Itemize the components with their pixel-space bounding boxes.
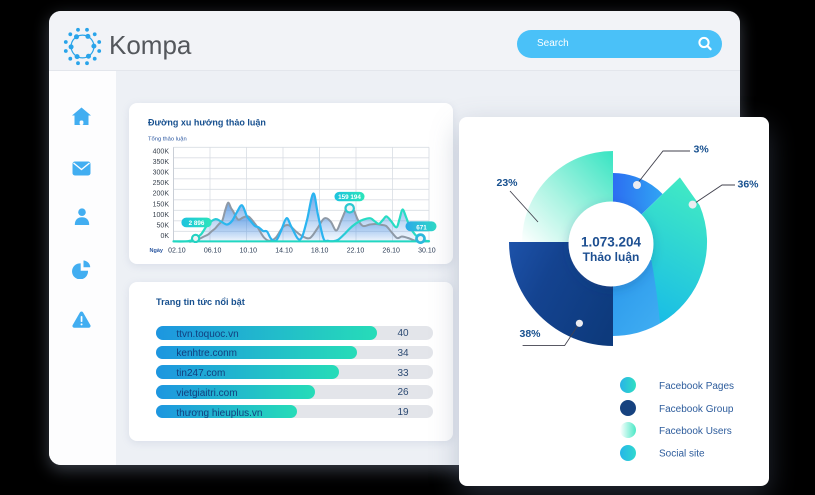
svg-text:3%: 3% (694, 144, 710, 156)
svg-text:1.073.204: 1.073.204 (581, 234, 642, 249)
svg-text:Social site: Social site (659, 449, 705, 460)
svg-text:Đường xu hướng thảo luận: Đường xu hướng thảo luận (148, 118, 266, 128)
svg-text:22.10: 22.10 (347, 247, 365, 254)
svg-text:400K: 400K (153, 148, 170, 155)
svg-text:Thảo luận: Thảo luận (583, 250, 640, 264)
svg-text:300K: 300K (153, 170, 170, 177)
svg-text:671: 671 (416, 225, 427, 232)
svg-text:Facebook Group: Facebook Group (659, 404, 734, 415)
svg-text:250K: 250K (153, 180, 170, 187)
svg-text:Kompa: Kompa (109, 30, 192, 60)
svg-text:Ngày: Ngày (150, 248, 164, 254)
svg-text:100K: 100K (153, 212, 170, 219)
svg-text:Tổng thảo luận: Tổng thảo luận (148, 136, 187, 143)
svg-text:50K: 50K (157, 223, 170, 230)
svg-text:06.10: 06.10 (204, 247, 222, 254)
svg-text:150K: 150K (153, 201, 170, 208)
svg-text:36%: 36% (738, 179, 760, 191)
svg-text:Facebook Users: Facebook Users (659, 426, 732, 437)
svg-text:18.10: 18.10 (311, 247, 329, 254)
svg-text:159 194: 159 194 (338, 194, 361, 201)
svg-text:14.10: 14.10 (275, 247, 293, 254)
svg-text:23%: 23% (497, 177, 519, 189)
svg-text:Facebook Pages: Facebook Pages (659, 381, 734, 392)
svg-text:0K: 0K (160, 233, 169, 240)
svg-text:2 896: 2 896 (189, 220, 205, 227)
svg-text:200K: 200K (153, 191, 170, 198)
svg-text:30.10: 30.10 (418, 247, 436, 254)
svg-text:10.10: 10.10 (240, 247, 258, 254)
svg-text:02.10: 02.10 (168, 247, 186, 254)
svg-text:38%: 38% (520, 328, 542, 340)
svg-text:26.10: 26.10 (382, 247, 400, 254)
svg-text:350K: 350K (153, 159, 170, 166)
